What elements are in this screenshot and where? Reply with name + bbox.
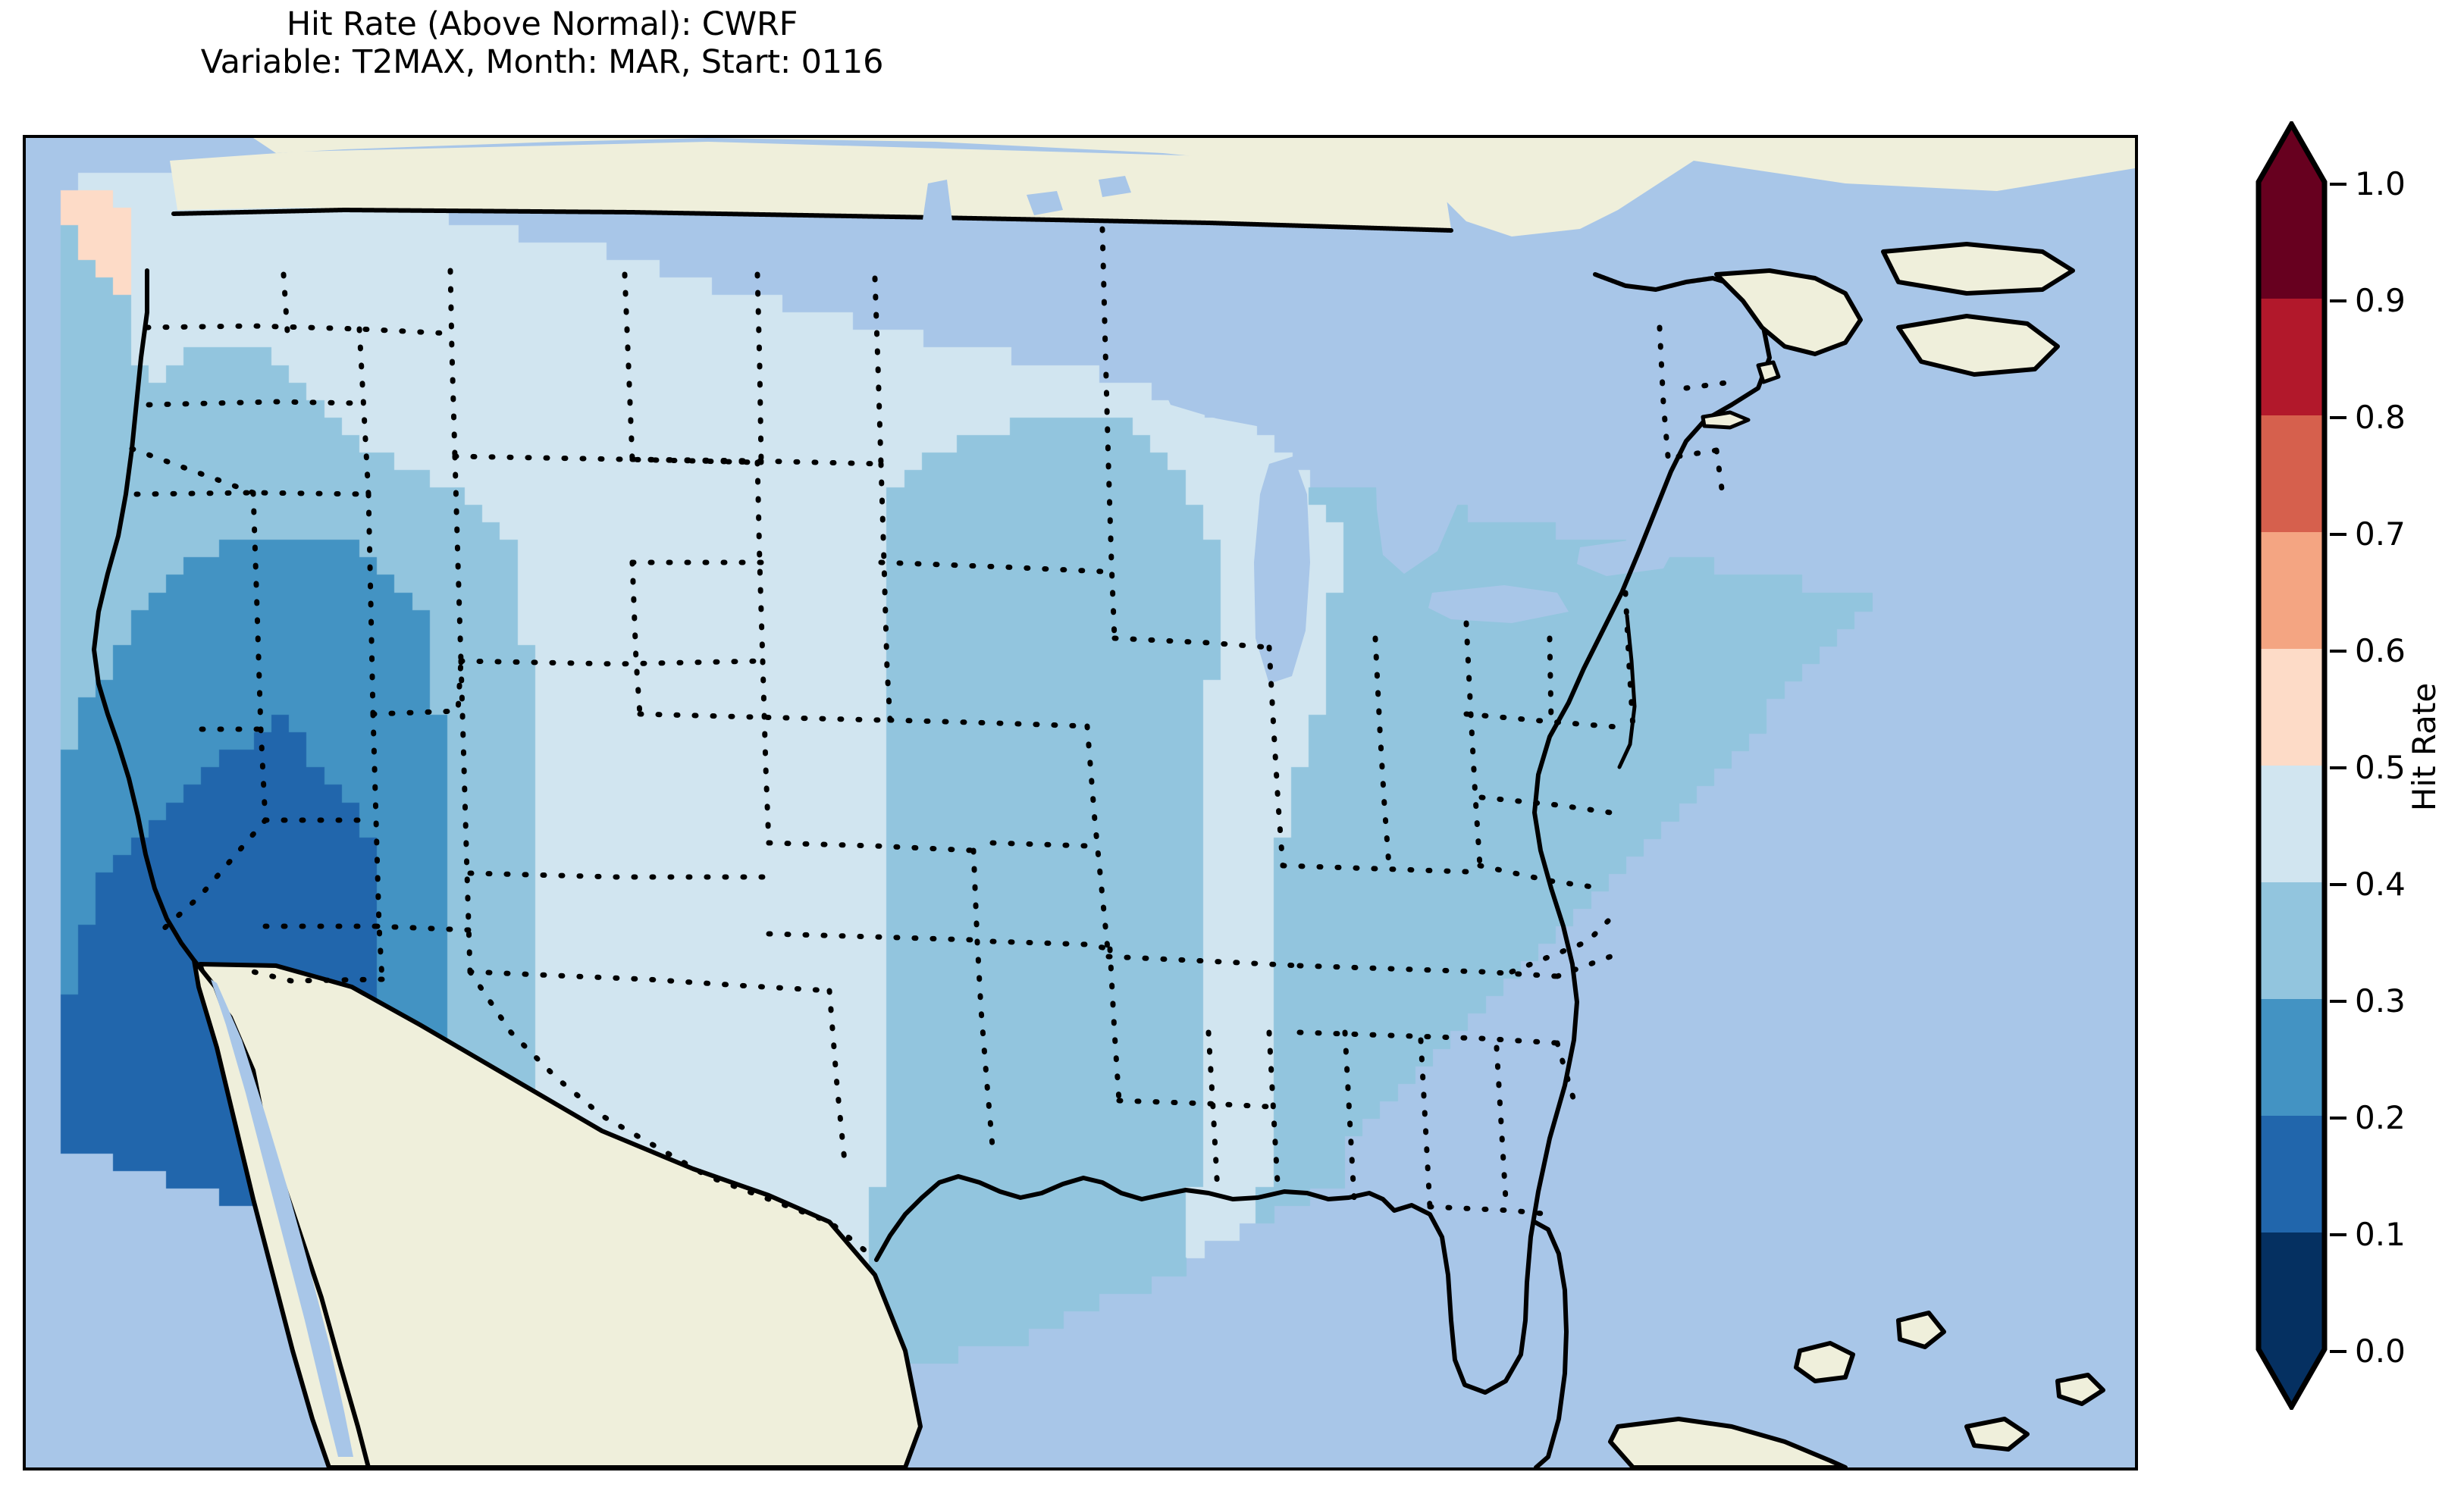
colorbar-axis-label: Hit Rate — [2379, 0, 2464, 1494]
tick-mark — [2330, 182, 2346, 186]
colorbar-tick: 0.6 — [2330, 632, 2406, 669]
tick-label: 0.2 — [2355, 1099, 2406, 1136]
map-panel — [23, 135, 2138, 1471]
tick-label: 0.9 — [2355, 282, 2406, 319]
colorbar-tick: 0.9 — [2330, 282, 2406, 319]
map-geography-overlay — [92, 138, 2135, 1467]
colorbar-tick: 0.1 — [2330, 1216, 2406, 1253]
colorbar-tick: 0.4 — [2330, 866, 2406, 903]
tick-mark — [2330, 999, 2346, 1003]
tick-mark — [2330, 415, 2346, 419]
tick-label: 0.5 — [2355, 749, 2406, 786]
title-line-2: Variable: T2MAX, Month: MAR, Start: 0116 — [200, 42, 884, 81]
colorbar-bands — [2256, 121, 2328, 1410]
colorbar-tick: 0.0 — [2330, 1333, 2406, 1370]
tick-mark — [2330, 1116, 2346, 1120]
tick-mark — [2330, 299, 2346, 302]
title-line-1: Hit Rate (Above Normal): CWRF — [286, 5, 798, 43]
tick-label: 0.6 — [2355, 632, 2406, 669]
colorbar — [2256, 121, 2328, 1410]
chart-title: Hit Rate (Above Normal): CWRF Variable: … — [0, 5, 1084, 82]
tick-label: 1.0 — [2355, 165, 2406, 202]
colorbar-tick: 0.3 — [2330, 982, 2406, 1019]
colorbar-tick: 0.7 — [2330, 515, 2406, 553]
tick-label: 0.1 — [2355, 1216, 2406, 1253]
colorbar-tick: 1.0 — [2330, 165, 2406, 202]
tick-mark — [2330, 1349, 2346, 1353]
tick-mark — [2330, 882, 2346, 886]
colorbar-label-text: Hit Rate — [2406, 682, 2444, 812]
colorbar-ticks: 1.0 0.9 0.8 0.7 0.6 0.5 0.4 0.3 0.2 0.1 0.0 — [2258, 121, 2455, 1410]
tick-mark — [2330, 766, 2346, 769]
tick-mark — [2330, 1232, 2346, 1236]
tick-label: 0.8 — [2355, 399, 2406, 436]
tick-label: 0.3 — [2355, 982, 2406, 1019]
tick-mark — [2330, 649, 2346, 653]
tick-mark — [2330, 532, 2346, 536]
tick-label: 0.7 — [2355, 515, 2406, 553]
colorbar-tick: 0.8 — [2330, 399, 2406, 436]
tick-label: 0.4 — [2355, 866, 2406, 903]
tick-label: 0.0 — [2355, 1333, 2406, 1370]
colorbar-tick: 0.5 — [2330, 749, 2406, 786]
colorbar-tick: 0.2 — [2330, 1099, 2406, 1136]
